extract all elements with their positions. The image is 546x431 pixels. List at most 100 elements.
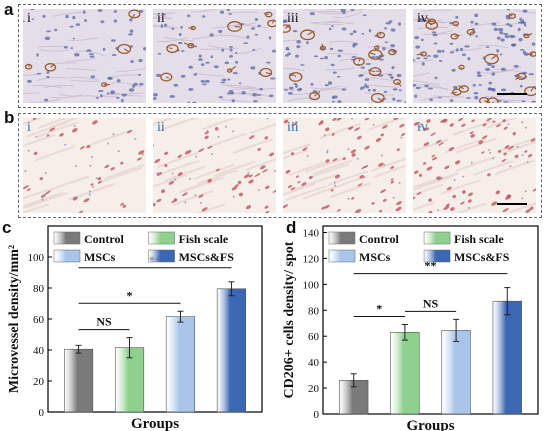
y-tick-label: 100	[28, 252, 45, 264]
legend-item: Fish scale	[148, 231, 229, 246]
panel-b-letter: b	[4, 108, 15, 127]
legend-item: MSCs&FS	[148, 249, 235, 264]
y-tick-label: 80	[308, 305, 320, 317]
legend-item: Control	[53, 231, 124, 246]
micrograph-image	[23, 9, 146, 103]
panel-b-image-row: i ii iii iv	[18, 113, 542, 218]
tile-label: i	[27, 120, 31, 135]
panel-a-letter: a	[4, 0, 14, 19]
scale-bar	[497, 203, 527, 205]
error-bar	[228, 281, 235, 297]
error-bar	[75, 344, 82, 354]
panel-a-tile-iii: iii	[283, 9, 406, 103]
legend-label: MSCs	[359, 250, 391, 264]
micrograph-image	[283, 118, 406, 213]
y-tick-label: 120	[303, 253, 320, 265]
error-bar	[177, 310, 184, 323]
bar-control	[64, 348, 94, 413]
panel-a-image-row: i ii iii iv	[18, 4, 542, 108]
tile-label: iv	[417, 120, 428, 135]
micrograph-image	[153, 118, 276, 213]
tile-label: ii	[157, 11, 165, 26]
y-tick-label: 140	[303, 227, 320, 239]
tile-label: iii	[287, 120, 299, 135]
legend-swatch	[423, 249, 451, 263]
error-bar	[350, 373, 357, 388]
scale-bar	[497, 93, 527, 95]
panel-d-letter: d	[286, 218, 297, 237]
micrograph-image	[23, 118, 146, 213]
error-bar	[126, 337, 133, 359]
panel-b-tile-iv: iv	[413, 118, 536, 213]
y-tick-label: 60	[308, 331, 320, 343]
bar-fish-scale	[114, 347, 145, 413]
bar-mscs-fs	[492, 300, 522, 415]
tile-label: iii	[287, 11, 299, 26]
tile-label: i	[27, 11, 31, 26]
bar-mscs	[441, 330, 471, 415]
y-tick-label: 80	[33, 283, 45, 295]
bar-fish-scale	[390, 332, 420, 415]
legend-item: Control	[328, 231, 399, 246]
panel-a-tile-i: i	[23, 9, 146, 103]
panel-b-tile-iii: iii	[283, 118, 406, 213]
micrograph-image	[283, 9, 406, 103]
y-tick-label: 0	[314, 409, 320, 421]
y-tick-label: 40	[33, 345, 45, 357]
legend-label: Control	[84, 232, 124, 246]
y-tick-label: 100	[303, 279, 320, 291]
y-tick-label: 0	[39, 407, 45, 419]
legend-swatch	[53, 249, 81, 263]
significance-bracket: NS	[78, 315, 130, 331]
y-tick-label: 40	[308, 357, 320, 369]
legend-swatch	[423, 231, 451, 245]
legend-item: Fish scale	[423, 231, 504, 246]
legend-swatch	[148, 231, 175, 245]
y-axis-label: CD206+ cells density/ spot	[282, 241, 297, 398]
x-axis-label: Groups	[131, 416, 179, 431]
significance-bracket: NS	[404, 296, 457, 312]
legend-swatch	[53, 231, 81, 245]
y-axis-label: Microvessel density/mm²	[7, 245, 22, 393]
legend-label: Control	[359, 232, 399, 246]
y-tick-label: 20	[308, 383, 320, 395]
tile-label: ii	[157, 120, 165, 135]
legend-item: MSCs	[328, 249, 391, 264]
legend-swatch	[328, 231, 356, 245]
x-axis-label: Groups	[406, 418, 454, 431]
legend-label: MSCs&FS	[179, 250, 235, 264]
significance-label: *	[376, 302, 382, 316]
legend-label: MSCs&FS	[454, 250, 510, 264]
error-bar	[453, 318, 460, 342]
micrograph-image	[153, 9, 276, 103]
micrograph-image	[413, 118, 536, 213]
panel-b-tile-ii: ii	[153, 118, 276, 213]
panel-a-tile-ii: ii	[153, 9, 276, 103]
legend-item: MSCs&FS	[423, 249, 510, 264]
tile-label: iv	[417, 11, 428, 26]
panel-c-letter: c	[2, 218, 12, 237]
chart-microvessel-density: 0 20 40 60 80 100 Microvessel density/mm² Group…	[7, 225, 263, 431]
micrograph-image	[413, 9, 536, 103]
significance-label: NS	[96, 315, 112, 329]
legend-item: MSCs	[53, 249, 116, 264]
legend-label: Fish scale	[454, 232, 504, 246]
panel-b-tile-i: i	[23, 118, 146, 213]
panel-a-tile-iv: iv	[413, 9, 536, 103]
y-tick-label: 20	[33, 376, 45, 388]
significance-label: *	[127, 288, 133, 302]
y-tick-label: 60	[33, 314, 45, 326]
error-bar	[504, 287, 511, 316]
significance-label: NS	[423, 296, 439, 310]
legend-label: MSCs	[84, 250, 116, 264]
legend-swatch	[148, 249, 175, 263]
significance-bracket: *	[353, 302, 405, 318]
significance-bracket: *	[78, 288, 181, 304]
legend-swatch	[328, 249, 356, 263]
plot-frame	[322, 225, 539, 415]
bar-mscs-fs	[216, 288, 246, 413]
error-bar	[401, 324, 408, 341]
bar-mscs	[165, 316, 196, 413]
legend-label: Fish scale	[179, 232, 229, 246]
chart-cd206-density: 0 20 40 60 80 100 120 140 CD206+ cells density/ …	[282, 225, 539, 431]
